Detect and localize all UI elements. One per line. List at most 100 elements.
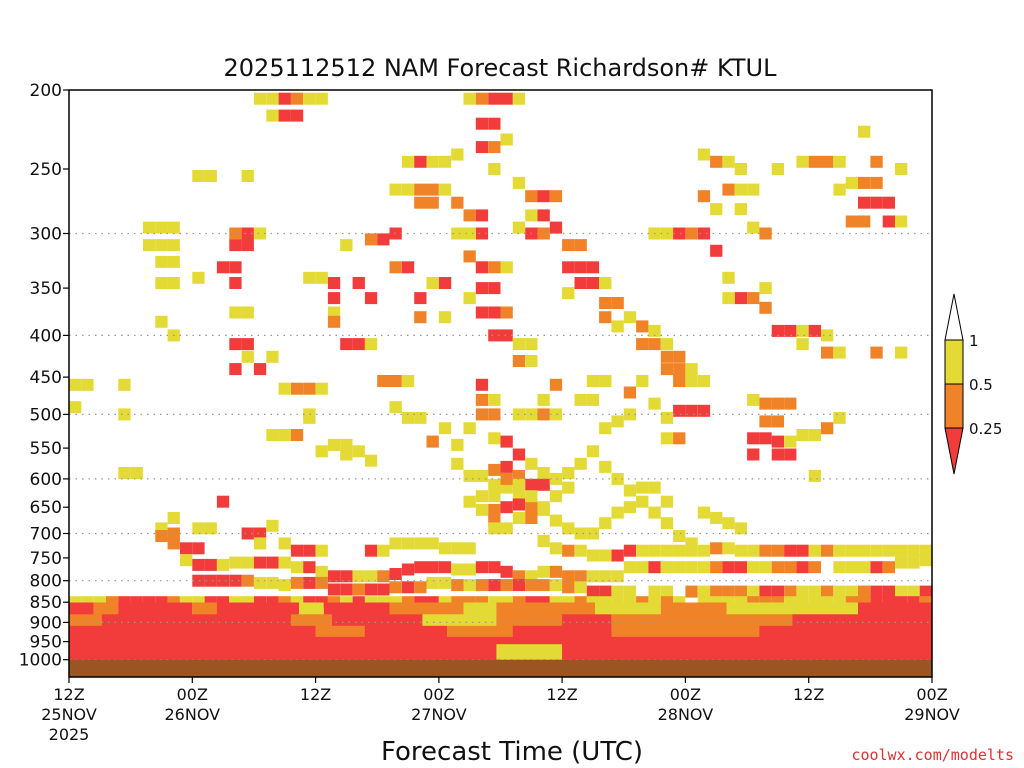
heatmap-cell <box>463 209 476 222</box>
heatmap-cell <box>574 393 587 406</box>
x-tick-label: 2025 <box>49 725 90 744</box>
y-tick-label: 600 <box>30 470 62 490</box>
heatmap-cell <box>549 579 563 592</box>
y-tick-label: 450 <box>30 368 62 388</box>
heatmap-cell <box>636 375 649 387</box>
heatmap-cell <box>253 92 267 105</box>
heatmap-cell <box>352 338 365 351</box>
heatmap-cell <box>648 544 661 557</box>
chart-title: 2025112512 NAM Forecast Richardson# KTUL <box>224 54 778 82</box>
heatmap-cell <box>525 478 538 491</box>
heatmap-cell <box>463 542 476 555</box>
heatmap-cell <box>377 544 390 557</box>
heatmap-cell <box>549 221 563 234</box>
y-tick-label: 650 <box>30 498 62 518</box>
heatmap-cell <box>438 422 452 435</box>
heatmap-cell <box>636 495 649 508</box>
heatmap-cell <box>697 190 711 203</box>
heatmap-cell <box>833 561 846 574</box>
heatmap-cell <box>586 261 600 274</box>
heatmap-cell <box>401 375 415 387</box>
heatmap-cell <box>512 498 526 511</box>
heatmap-cell <box>611 549 624 562</box>
heatmap-cell <box>771 544 784 557</box>
heatmap-cell <box>660 544 674 557</box>
heatmap-cell <box>796 338 809 351</box>
heatmap-cell <box>747 393 760 406</box>
heatmap-cell <box>414 561 427 574</box>
heatmap-cell <box>673 432 686 445</box>
heatmap-cell <box>845 215 858 228</box>
heatmap-cell <box>266 350 279 363</box>
heatmap-cell <box>537 503 550 516</box>
heatmap-cell <box>463 422 476 435</box>
x-tick-label: 12Z <box>793 685 824 704</box>
heatmap-cell <box>327 583 341 596</box>
heatmap-cell <box>549 490 563 503</box>
heatmap-cell <box>895 163 908 175</box>
heatmap-cell <box>500 92 513 105</box>
heatmap-cell <box>821 585 834 598</box>
heatmap-cell <box>574 544 587 557</box>
heatmap-cell <box>155 315 168 328</box>
heatmap-cell <box>278 579 291 592</box>
heatmap-cell <box>463 92 476 105</box>
heatmap-cell <box>167 512 180 524</box>
heatmap-cell <box>796 585 809 598</box>
heatmap-cell <box>759 561 772 574</box>
heatmap-cell <box>784 561 797 574</box>
heatmap-cell <box>143 221 156 234</box>
heatmap-cell <box>266 92 279 105</box>
heatmap-cell <box>253 527 267 540</box>
heatmap-cell <box>327 315 341 328</box>
heatmap-cell <box>315 92 328 105</box>
heatmap-cell <box>438 561 452 574</box>
heatmap-cell <box>290 429 304 441</box>
heatmap-cell <box>389 568 402 580</box>
heatmap-cell <box>340 338 353 351</box>
heatmap-cell <box>389 183 402 196</box>
heatmap-cell <box>303 561 316 574</box>
heatmap-cell <box>475 282 489 295</box>
heatmap-cell <box>463 250 476 263</box>
heatmap-cell <box>636 320 649 333</box>
heatmap-cell <box>241 338 254 351</box>
heatmap-cell <box>167 239 180 252</box>
heatmap-cell <box>389 537 402 550</box>
heatmap-cell <box>907 544 920 557</box>
heatmap-cell <box>340 448 353 461</box>
heatmap-cell <box>488 92 501 105</box>
heatmap-cell <box>574 581 587 594</box>
heatmap-cell <box>438 576 452 589</box>
heatmap-cell <box>673 404 686 417</box>
heatmap-cell <box>525 512 538 524</box>
heatmap-cell <box>463 579 476 592</box>
heatmap-cell <box>414 196 427 209</box>
heatmap-cell <box>660 227 674 240</box>
x-tick-label: 12Z <box>300 685 331 704</box>
heatmap-cell <box>722 183 735 196</box>
heatmap-cell <box>611 570 624 583</box>
heatmap-cell <box>574 277 587 289</box>
heatmap-cell <box>845 561 858 574</box>
heatmap-cell <box>327 292 341 305</box>
heatmap-cell <box>525 338 538 351</box>
heatmap-cell <box>525 209 538 222</box>
heatmap-cell <box>574 261 587 274</box>
ground-band <box>69 659 932 677</box>
heatmap-cell <box>697 585 711 598</box>
heatmap-cell <box>414 537 427 550</box>
heatmap-cell <box>426 576 439 589</box>
heatmap-cell <box>599 549 612 562</box>
heatmap-cell <box>241 170 254 182</box>
heatmap-cell <box>599 297 612 309</box>
y-tick-label: 200 <box>30 81 62 101</box>
heatmap-cell <box>451 148 464 161</box>
heatmap-cell <box>488 306 501 319</box>
heatmap-cell <box>685 544 698 557</box>
heatmap-cell <box>69 401 82 414</box>
heatmap-cell <box>771 324 784 337</box>
heatmap-cell <box>500 501 513 514</box>
heatmap-cell <box>697 544 711 557</box>
heatmap-cell <box>438 183 452 196</box>
